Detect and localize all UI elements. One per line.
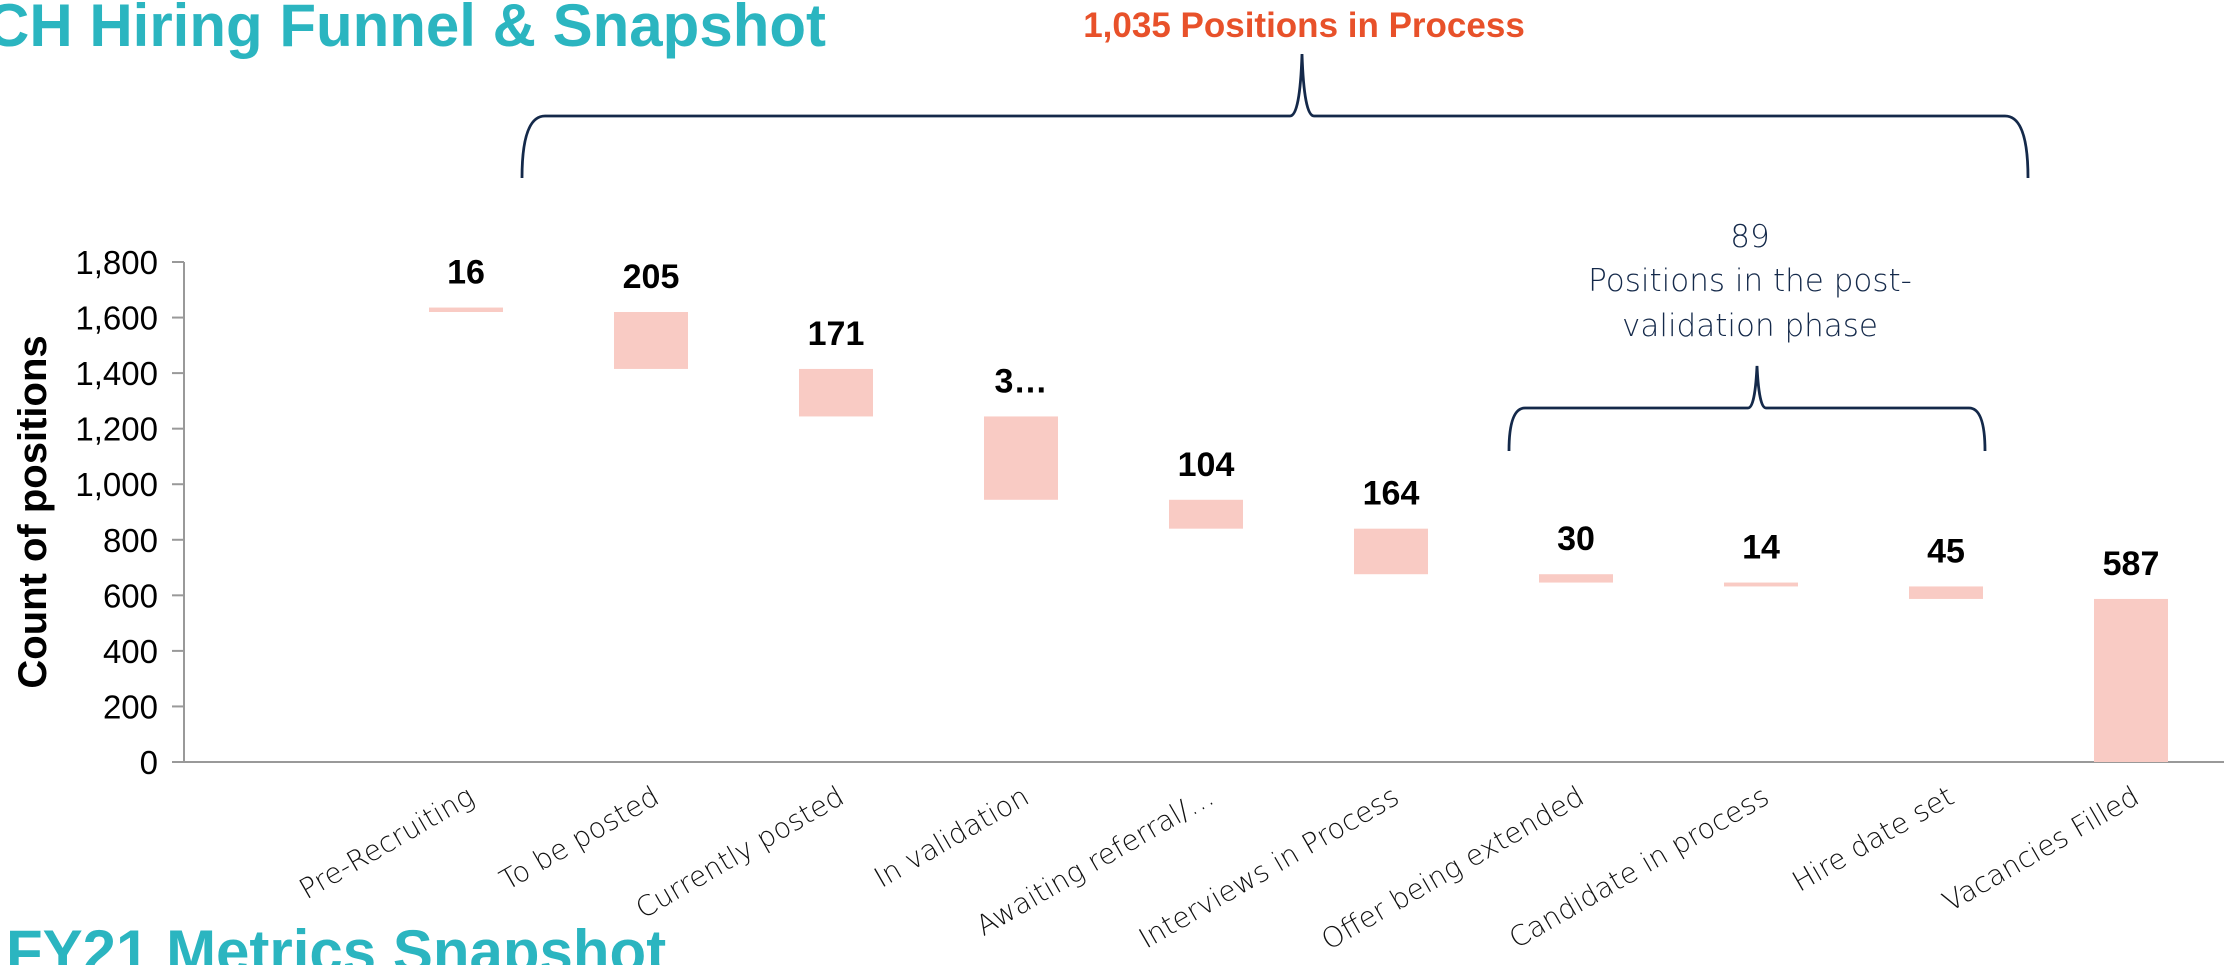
value-label: 30: [1557, 520, 1595, 558]
bar: [1909, 586, 1983, 599]
annotation-sub-line: validation phase: [1622, 308, 1878, 344]
y-tick-label: 1,800: [75, 244, 158, 281]
bar: [614, 312, 688, 369]
x-tick-label: Pre-Recruiting: [293, 779, 479, 905]
chart-title: CH Hiring Funnel & Snapshot: [0, 0, 826, 59]
x-tick-label: To be posted: [494, 779, 664, 896]
y-tick-label: 800: [103, 522, 158, 559]
x-tick-label: Hire date set: [1787, 779, 1960, 898]
footer-title: FY21 Metrics Snapshot: [6, 918, 666, 965]
bar: [429, 307, 503, 312]
sub-brace: [1507, 365, 1987, 452]
annotation-sub-line: Positions in the post-: [1588, 263, 1912, 299]
bar: [984, 416, 1058, 500]
y-tick-label: 200: [103, 688, 158, 725]
y-tick-label: 600: [103, 577, 158, 614]
main-brace: [520, 53, 2030, 179]
bar: [799, 368, 873, 417]
bar: [2094, 598, 2168, 762]
bar: [1354, 528, 1428, 575]
value-label: 164: [1363, 475, 1420, 513]
value-label: 104: [1178, 446, 1235, 484]
value-label: 205: [623, 258, 680, 296]
annotation-main: 1,035 Positions in Process: [1083, 6, 1525, 45]
y-axis-label: Count of positions: [11, 335, 55, 688]
x-tick-label: In validation: [868, 779, 1034, 894]
x-tick-label: Vacancies Filled: [1937, 779, 2145, 918]
value-label: 3…: [995, 362, 1048, 400]
y-tick-label: 1,000: [75, 466, 158, 503]
y-tick-label: 1,200: [75, 411, 158, 448]
y-tick-label: 0: [140, 744, 158, 781]
bar: [1539, 574, 1613, 583]
value-label: 587: [2103, 545, 2160, 583]
value-label: 16: [447, 254, 485, 292]
y-tick-label: 1,400: [75, 355, 158, 392]
annotation-sub-value: 89: [1730, 219, 1769, 255]
bar: [1724, 582, 1798, 587]
y-tick-label: 400: [103, 633, 158, 670]
x-tick-label: Currently posted: [630, 779, 849, 925]
value-label: 171: [808, 315, 865, 353]
value-label: 14: [1742, 529, 1780, 567]
y-tick-label: 1,600: [75, 300, 158, 337]
bar: [1169, 499, 1243, 529]
value-label: 45: [1927, 532, 1965, 570]
